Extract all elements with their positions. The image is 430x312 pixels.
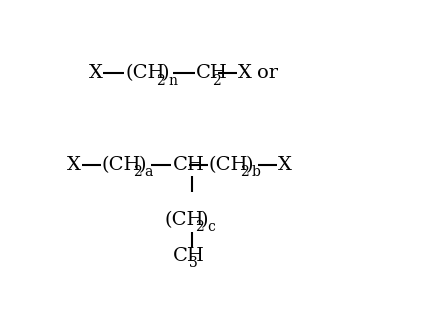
Text: CH: CH <box>172 247 204 265</box>
Text: (CH: (CH <box>101 156 141 174</box>
Text: ): ) <box>200 211 208 229</box>
Text: CH: CH <box>172 156 204 174</box>
Text: CH: CH <box>195 65 227 82</box>
Text: or: or <box>256 65 277 82</box>
Text: X: X <box>67 156 81 174</box>
Text: ): ) <box>245 156 252 174</box>
Text: 3: 3 <box>189 256 198 270</box>
Text: (CH: (CH <box>208 156 247 174</box>
Text: 2: 2 <box>194 220 203 234</box>
Text: n: n <box>168 74 177 88</box>
Text: b: b <box>251 165 260 179</box>
Text: X: X <box>89 65 103 82</box>
Text: ): ) <box>161 65 169 82</box>
Text: (CH: (CH <box>164 211 203 229</box>
Text: 2: 2 <box>212 74 221 88</box>
Text: (CH: (CH <box>125 65 164 82</box>
Text: c: c <box>207 220 215 234</box>
Text: X: X <box>278 156 292 174</box>
Text: 2: 2 <box>156 74 164 88</box>
Text: X: X <box>237 65 251 82</box>
Text: a: a <box>144 165 153 179</box>
Text: ): ) <box>138 156 145 174</box>
Text: 2: 2 <box>239 165 248 179</box>
Text: 2: 2 <box>132 165 141 179</box>
